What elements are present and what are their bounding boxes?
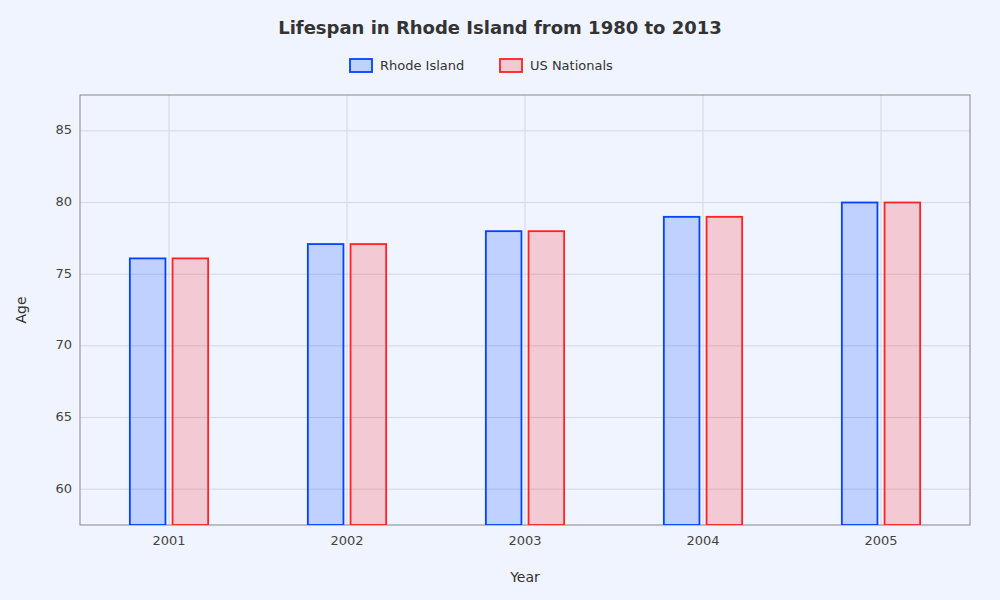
legend-swatch <box>500 59 522 72</box>
grid-line-x <box>525 95 526 525</box>
legend: Rhode Island US Nationals <box>350 58 613 73</box>
bar <box>707 217 743 525</box>
legend-swatch <box>350 59 372 72</box>
x-tick-label: 2001 <box>152 533 185 548</box>
y-tick-label: 65 <box>55 409 72 424</box>
y-tick-label: 75 <box>55 266 72 281</box>
grid-line-x <box>703 95 704 525</box>
y-tick-label: 70 <box>55 337 72 352</box>
x-axis-label: Year <box>509 569 540 585</box>
grid-line-x <box>347 95 348 525</box>
x-tick-label: 2005 <box>864 533 897 548</box>
legend-label: US Nationals <box>530 58 613 73</box>
bar <box>486 231 522 525</box>
grid-line-x <box>169 95 170 525</box>
bar <box>529 231 565 525</box>
chart-container: 60 65 70 75 80 85 2001 2002 2003 2004 2005 Year Age L… <box>0 0 1000 600</box>
axes: 60 65 70 75 80 85 2001 2002 2003 2004 2005 <box>55 122 897 548</box>
y-axis-label: Age <box>13 296 29 323</box>
chart: 60 65 70 75 80 85 2001 2002 2003 2004 2005 Year Age L… <box>0 0 1000 600</box>
y-tick-label: 80 <box>55 194 72 209</box>
y-tick-label: 60 <box>55 481 72 496</box>
bar <box>308 244 344 525</box>
x-tick-label: 2004 <box>686 533 719 548</box>
y-tick-label: 85 <box>55 122 72 137</box>
bar <box>351 244 387 525</box>
plot-frame <box>80 95 970 525</box>
legend-label: Rhode Island <box>380 58 464 73</box>
grid <box>80 95 970 525</box>
background <box>0 0 1000 600</box>
grid-line-x <box>881 95 882 525</box>
x-tick-label: 2002 <box>330 533 363 548</box>
bar <box>664 217 700 525</box>
bar <box>885 203 921 526</box>
bar <box>130 258 166 525</box>
title: Lifespan in Rhode Island from 1980 to 20… <box>278 17 722 38</box>
bar <box>173 258 209 525</box>
x-tick-label: 2003 <box>508 533 541 548</box>
bars <box>130 203 920 526</box>
bar <box>842 203 878 526</box>
